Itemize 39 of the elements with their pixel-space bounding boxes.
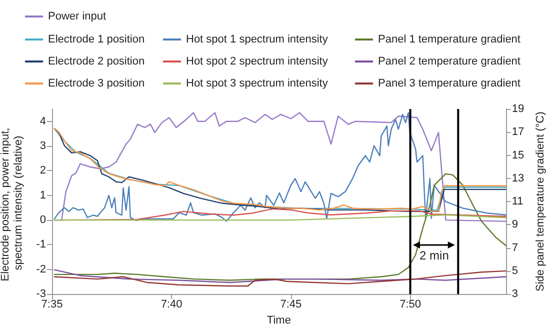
y-tick-label: 0	[40, 214, 46, 226]
y2-tick-label: 15	[512, 149, 524, 162]
y-tick-label: -3	[36, 288, 46, 300]
y-axis-title: Electrode position, power input, spectrum intensity (relative)	[0, 124, 24, 282]
x-tick-label: 7:50	[400, 298, 421, 311]
legend-label: Electrode 3 position	[48, 78, 145, 90]
y-tick-label: -2	[36, 263, 46, 276]
legend-label: Panel 2 temperature gradient	[378, 56, 520, 68]
legend-label: Hot spot 2 spectrum intensity	[186, 56, 328, 68]
x-tick-label: 7:40	[160, 298, 182, 311]
legend-label: Power input	[48, 10, 106, 22]
y-tick-label: 4	[40, 115, 46, 128]
legend-label: Electrode 2 position	[48, 56, 145, 68]
legend-label: Panel 1 temperature gradient	[378, 34, 520, 46]
x-axis-title: Time	[266, 314, 291, 326]
y2-tick-label: 3	[512, 288, 518, 300]
y2-tick-label: 11	[512, 196, 524, 208]
annotation: 2 min	[420, 248, 449, 263]
y-tick-label: -1	[36, 238, 46, 251]
x-tick-label: 7:45	[280, 298, 302, 311]
y2-tick-label: 17	[512, 126, 524, 138]
y2-tick-label: 7	[512, 242, 518, 254]
x-tick-label: 7:35	[41, 298, 63, 311]
legend-label: Panel 3 temperature gradient	[378, 78, 520, 90]
legend-label: Electrode 1 position	[48, 34, 145, 46]
line-series	[54, 112, 506, 222]
legend-label: Hot spot 1 spectrum intensity	[186, 34, 328, 46]
line-series	[54, 269, 506, 284]
y2-tick-label: 9	[512, 218, 518, 231]
line-series	[54, 173, 506, 281]
y2-tick-label: 19	[512, 103, 524, 115]
y2-tick-label: 5	[512, 264, 518, 277]
y-tick-label: 3	[40, 140, 46, 152]
y-tick-label: 1	[40, 189, 46, 202]
legend-label: Hot spot 3 spectrum intensity	[186, 78, 328, 90]
line-series	[54, 270, 506, 287]
y2-tick-label: 13	[512, 172, 524, 184]
y-tick-label: 2	[40, 164, 46, 177]
y2-axis-title: Side panel temperature gradient (°C)	[534, 112, 546, 292]
